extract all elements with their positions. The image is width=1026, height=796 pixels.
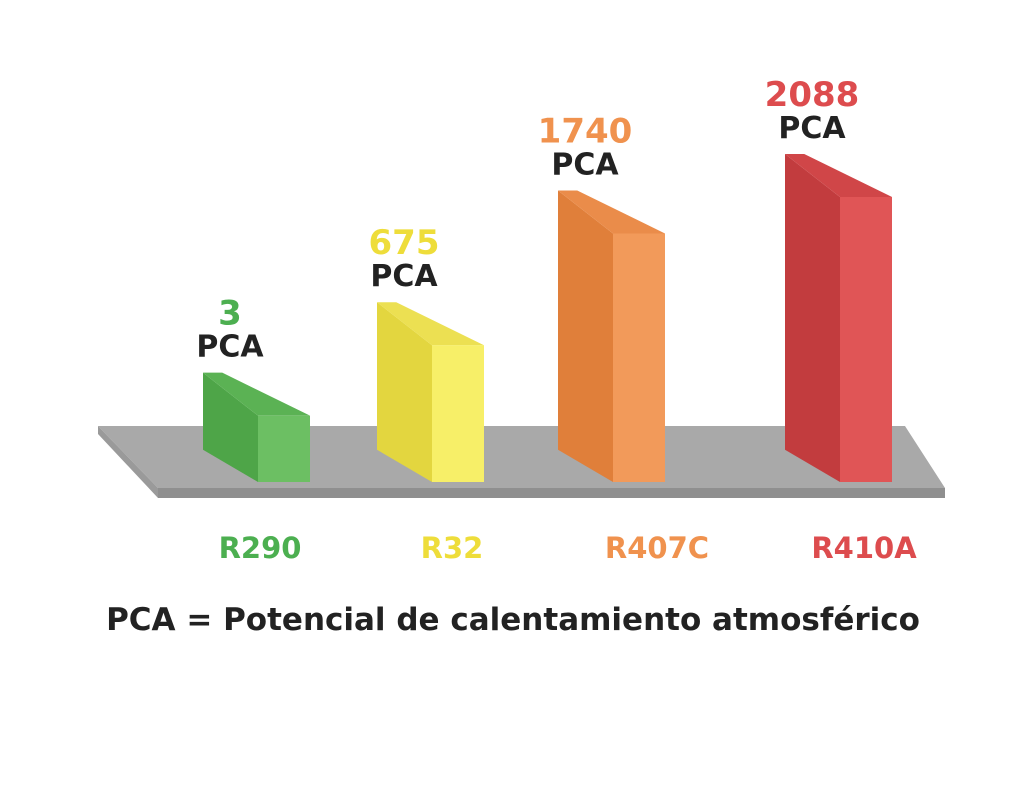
category-label: R407C bbox=[605, 531, 709, 565]
floor-edge bbox=[158, 488, 945, 498]
bar-front-face bbox=[840, 197, 892, 482]
bar-top-face bbox=[785, 154, 892, 197]
bar-front-face bbox=[432, 345, 484, 482]
bar-r32 bbox=[377, 302, 484, 482]
footnote: PCA = Potencial de calentamiento atmosfé… bbox=[106, 602, 920, 638]
data-label-unit: PCA bbox=[370, 259, 438, 294]
bar-top-face bbox=[377, 302, 484, 346]
bar-top-face bbox=[558, 190, 665, 234]
bar-side-face bbox=[203, 372, 258, 482]
bar-top-face bbox=[203, 372, 310, 416]
data-label-value: 2088 bbox=[765, 75, 860, 115]
floor-side bbox=[98, 426, 158, 498]
bar-r410a bbox=[785, 154, 892, 482]
bar-front-face bbox=[258, 415, 310, 482]
data-label-value: 1740 bbox=[538, 112, 633, 152]
category-label: R290 bbox=[219, 531, 302, 565]
bars-group bbox=[203, 154, 892, 482]
data-label-value: 3 bbox=[218, 294, 242, 334]
data-label-unit: PCA bbox=[778, 111, 846, 146]
bar-side-face bbox=[377, 302, 432, 482]
bar-front-face bbox=[613, 233, 665, 482]
data-label-unit: PCA bbox=[196, 330, 264, 365]
data-label-value: 675 bbox=[369, 223, 440, 263]
category-label: R410A bbox=[811, 531, 917, 565]
data-label-unit: PCA bbox=[551, 148, 619, 183]
bar-side-face bbox=[785, 154, 840, 482]
bar-r407c bbox=[558, 190, 665, 482]
bar-side-face bbox=[558, 190, 613, 482]
bar-r290 bbox=[203, 372, 310, 482]
labels-group: 3PCAR290675PCAR321740PCAR407C2088PCAR410… bbox=[196, 75, 917, 565]
category-label: R32 bbox=[421, 531, 484, 565]
